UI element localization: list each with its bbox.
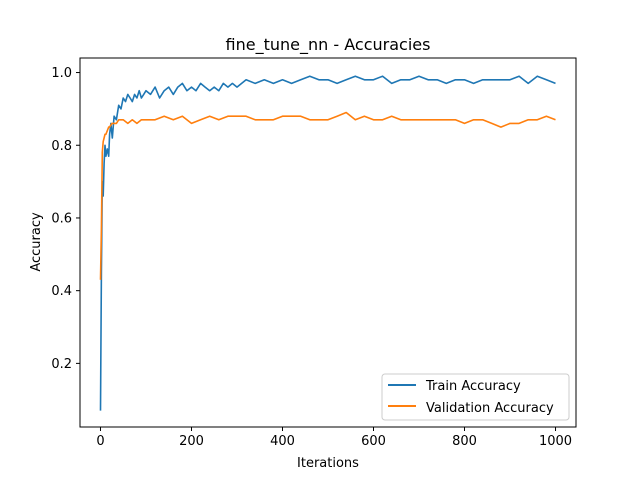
x-axis-title: Iterations	[297, 456, 359, 471]
y-tick-label: 0.4	[51, 284, 72, 299]
legend-box	[381, 373, 570, 421]
series-line-validation-accuracy	[99, 111, 556, 280]
y-tick-label: 0.2	[51, 357, 72, 372]
x-tick-label: 0	[96, 434, 104, 449]
y-tick-label: 0.8	[51, 139, 72, 154]
x-tick-label: 200	[179, 434, 204, 449]
x-tick-label: 400	[270, 434, 295, 449]
y-axis-title: Accuracy	[29, 212, 44, 272]
series-line-train-accuracy	[99, 75, 556, 411]
legend: Train Accuracy Validation Accuracy	[381, 373, 570, 421]
chart-title: fine_tune_nn - Accuracies	[226, 35, 431, 55]
legend-label-train-accuracy: Train Accuracy	[425, 379, 521, 394]
legend-label-validation-accuracy: Validation Accuracy	[426, 401, 554, 416]
x-axis: 0 200 400 600 800 1000	[96, 427, 572, 449]
y-tick-label: 1.0	[51, 66, 72, 81]
y-tick-label: 0.6	[51, 211, 72, 226]
series-layer	[99, 75, 556, 411]
x-tick-label: 1000	[539, 434, 572, 449]
y-axis: 0.2 0.4 0.6 0.8 1.0	[51, 66, 80, 372]
x-tick-label: 600	[361, 434, 386, 449]
x-tick-label: 800	[452, 434, 477, 449]
plot-area-frame	[79, 57, 577, 428]
